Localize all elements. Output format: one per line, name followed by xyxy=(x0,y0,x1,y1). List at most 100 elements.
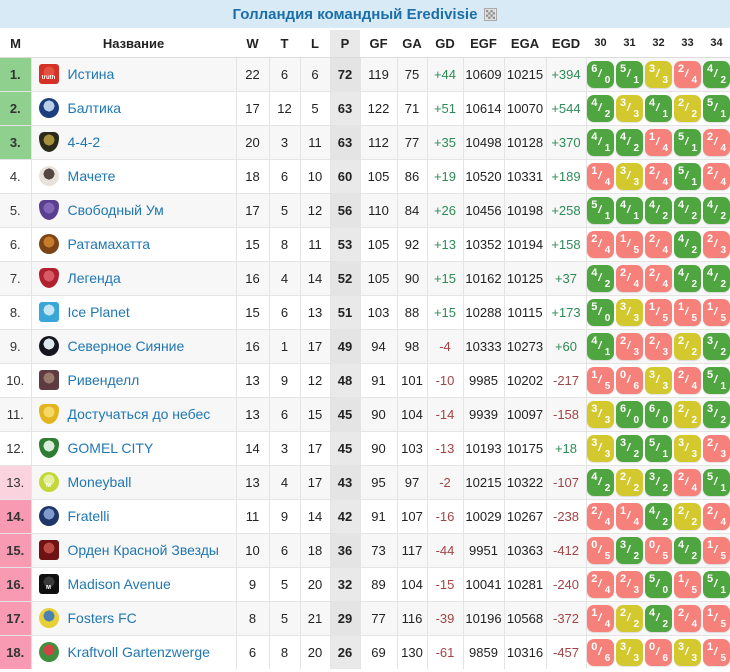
match-result-chip[interactable]: 1/5 xyxy=(616,230,643,258)
team-name-link[interactable]: Северное Сияние xyxy=(67,338,185,354)
match-result-chip[interactable]: 4/1 xyxy=(616,196,643,224)
match-result-chip[interactable]: 2/2 xyxy=(674,502,701,530)
match-result-chip[interactable]: 5/1 xyxy=(703,366,730,394)
match-result-chip[interactable]: 4/1 xyxy=(587,128,615,156)
match-result-chip[interactable]: 3/3 xyxy=(587,434,615,462)
match-result-chip[interactable]: 4/2 xyxy=(645,502,672,530)
match-result-chip[interactable]: 0/5 xyxy=(587,536,615,564)
match-result-chip[interactable]: 2/4 xyxy=(674,60,701,88)
match-result-chip[interactable]: 2/4 xyxy=(645,162,672,190)
match-result-chip[interactable]: 2/2 xyxy=(674,94,701,122)
match-result-chip[interactable]: 1/4 xyxy=(616,502,643,530)
match-result-chip[interactable]: 2/2 xyxy=(674,332,701,360)
team-name-link[interactable]: 4-4-2 xyxy=(67,134,101,150)
match-result-chip[interactable]: 1/5 xyxy=(703,638,730,666)
match-result-chip[interactable]: 4/2 xyxy=(645,196,672,224)
team-name-link[interactable]: Madison Avenue xyxy=(67,576,171,592)
match-result-chip[interactable]: 1/5 xyxy=(703,604,730,632)
match-result-chip[interactable]: 5/0 xyxy=(645,570,672,598)
team-name-link[interactable]: Fratelli xyxy=(67,508,110,524)
team-name-link[interactable]: Kraftvoll Gartenzwerge xyxy=(67,644,210,661)
match-result-chip[interactable]: 4/2 xyxy=(645,604,672,632)
match-result-chip[interactable]: 4/2 xyxy=(703,60,730,88)
match-result-chip[interactable]: 2/2 xyxy=(674,400,701,428)
match-result-chip[interactable]: 4/2 xyxy=(674,264,701,292)
match-result-chip[interactable]: 1/5 xyxy=(674,570,701,598)
match-result-chip[interactable]: 1/4 xyxy=(645,128,672,156)
page-title[interactable]: Голландия командный Eredivisie xyxy=(232,5,478,23)
match-result-chip[interactable]: 4/2 xyxy=(674,196,701,224)
match-result-chip[interactable]: 6/0 xyxy=(645,400,672,428)
team-name-link[interactable]: GOMEL CITY xyxy=(67,440,154,456)
match-result-chip[interactable]: 1/5 xyxy=(703,536,730,564)
match-result-chip[interactable]: 5/1 xyxy=(703,570,730,598)
team-name-link[interactable]: Ривенделл xyxy=(67,372,140,388)
match-result-chip[interactable]: 3/3 xyxy=(645,60,672,88)
team-name-link[interactable]: Балтика xyxy=(67,100,122,116)
match-result-chip[interactable]: 4/2 xyxy=(703,264,730,292)
match-result-chip[interactable]: 3/2 xyxy=(703,400,730,428)
match-result-chip[interactable]: 3/2 xyxy=(616,434,643,462)
match-result-chip[interactable]: 2/3 xyxy=(703,434,730,462)
team-name-link[interactable]: Fosters FC xyxy=(67,610,137,626)
match-result-chip[interactable]: 4/2 xyxy=(616,128,643,156)
match-result-chip[interactable]: 2/4 xyxy=(703,502,730,530)
match-result-chip[interactable]: 1/5 xyxy=(587,366,615,394)
match-result-chip[interactable]: 2/3 xyxy=(616,332,643,360)
match-result-chip[interactable]: 5/1 xyxy=(645,434,672,462)
match-result-chip[interactable]: 3/2 xyxy=(703,332,730,360)
match-result-chip[interactable]: 1/4 xyxy=(587,162,615,190)
team-name-link[interactable]: Орден Красной Звезды xyxy=(67,542,219,558)
team-name-link[interactable]: Мачете xyxy=(67,168,116,184)
team-name-link[interactable]: Легенда xyxy=(67,270,121,286)
match-result-chip[interactable]: 2/2 xyxy=(616,604,643,632)
match-result-chip[interactable]: 2/3 xyxy=(703,230,730,258)
match-result-chip[interactable]: 2/4 xyxy=(645,264,672,292)
team-name-link[interactable]: Истина xyxy=(67,66,115,82)
match-result-chip[interactable]: 2/4 xyxy=(674,366,701,394)
match-result-chip[interactable]: 2/4 xyxy=(587,502,615,530)
match-result-chip[interactable]: 2/3 xyxy=(645,332,672,360)
match-result-chip[interactable]: 1/5 xyxy=(703,298,730,326)
match-result-chip[interactable]: 3/3 xyxy=(616,298,643,326)
match-result-chip[interactable]: 0/5 xyxy=(645,536,672,564)
match-result-chip[interactable]: 2/4 xyxy=(703,128,730,156)
match-result-chip[interactable]: 3/2 xyxy=(616,536,643,564)
match-result-chip[interactable]: 3/3 xyxy=(616,638,643,666)
match-result-chip[interactable]: 5/1 xyxy=(674,162,701,190)
match-result-chip[interactable]: 2/4 xyxy=(674,604,701,632)
match-result-chip[interactable]: 2/4 xyxy=(674,468,701,496)
team-name-link[interactable]: Достучаться до небес xyxy=(67,406,211,422)
team-name-link[interactable]: Ратамахатта xyxy=(67,236,151,252)
match-result-chip[interactable]: 5/1 xyxy=(703,94,730,122)
match-result-chip[interactable]: 2/3 xyxy=(616,570,643,598)
match-result-chip[interactable]: 5/1 xyxy=(616,60,643,88)
match-result-chip[interactable]: 6/0 xyxy=(616,400,643,428)
match-result-chip[interactable]: 1/5 xyxy=(645,298,672,326)
match-result-chip[interactable]: 4/1 xyxy=(587,332,615,360)
match-result-chip[interactable]: 4/2 xyxy=(703,196,730,224)
match-result-chip[interactable]: 3/2 xyxy=(645,468,672,496)
match-result-chip[interactable]: 4/2 xyxy=(587,94,615,122)
match-result-chip[interactable]: 6/0 xyxy=(587,60,615,88)
checkered-flag-icon[interactable] xyxy=(484,7,498,21)
match-result-chip[interactable]: 5/0 xyxy=(587,298,615,326)
match-result-chip[interactable]: 1/5 xyxy=(674,298,701,326)
team-name-link[interactable]: Свободный Ум xyxy=(67,202,164,218)
match-result-chip[interactable]: 3/3 xyxy=(674,434,701,462)
match-result-chip[interactable]: 2/4 xyxy=(645,230,672,258)
match-result-chip[interactable]: 2/4 xyxy=(587,570,615,598)
match-result-chip[interactable]: 3/3 xyxy=(616,94,643,122)
match-result-chip[interactable]: 3/3 xyxy=(645,366,672,394)
match-result-chip[interactable]: 5/1 xyxy=(703,468,730,496)
match-result-chip[interactable]: 0/6 xyxy=(587,638,615,666)
match-result-chip[interactable]: 1/4 xyxy=(587,604,615,632)
match-result-chip[interactable]: 5/1 xyxy=(674,128,701,156)
match-result-chip[interactable]: 0/6 xyxy=(645,638,672,666)
match-result-chip[interactable]: 4/2 xyxy=(674,536,701,564)
match-result-chip[interactable]: 3/3 xyxy=(674,638,701,666)
match-result-chip[interactable]: 2/4 xyxy=(616,264,643,292)
match-result-chip[interactable]: 2/2 xyxy=(616,468,643,496)
match-result-chip[interactable]: 5/1 xyxy=(587,196,615,224)
team-name-link[interactable]: Ice Planet xyxy=(67,304,130,320)
